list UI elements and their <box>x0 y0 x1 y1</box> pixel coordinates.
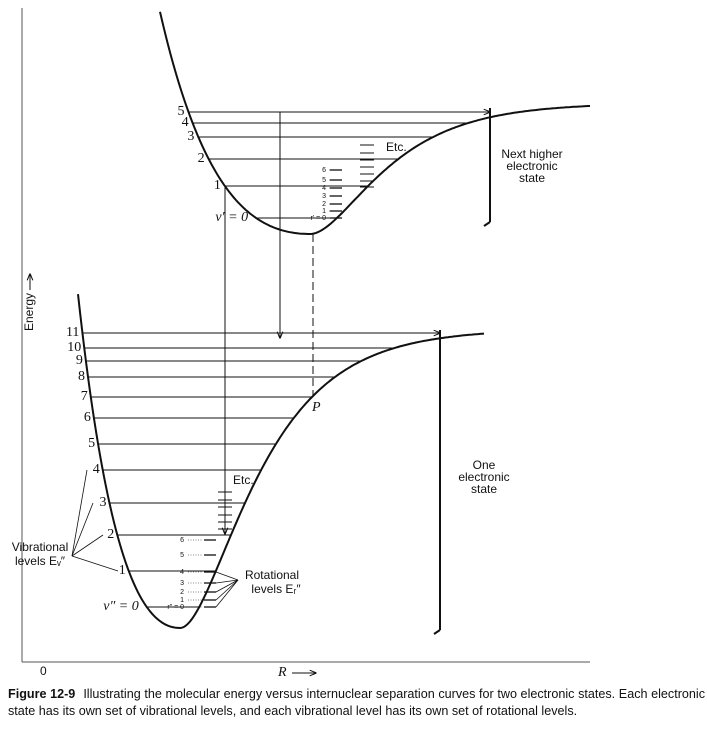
level-label: 11 <box>66 325 79 340</box>
rotational-label: 6 <box>322 167 326 174</box>
level-label: 5 <box>178 104 185 119</box>
rotational-label: 5 <box>322 177 326 184</box>
rotational-label: 6 <box>180 537 184 544</box>
level-label: 8 <box>78 369 85 384</box>
state-bar <box>433 629 441 635</box>
rotational-label: 3 <box>322 193 326 200</box>
annotation: levels Eᵥ″ <box>15 554 66 568</box>
level-label: 6 <box>84 410 91 425</box>
origin-label: 0 <box>40 664 47 678</box>
upper-potential-curve <box>159 11 590 235</box>
annotation-leader <box>215 579 239 601</box>
annotation-leader <box>71 502 94 557</box>
rotational-label: 1 <box>180 597 184 604</box>
annotation-leader <box>215 579 239 584</box>
rotational-label: 1 <box>322 208 326 215</box>
rotational-label: 4 <box>322 185 326 192</box>
level-label: 3 <box>187 129 194 144</box>
state-label: One <box>473 458 496 472</box>
annotation-leader <box>215 579 239 593</box>
caption: Figure 12-9 Illustrating the molecular en… <box>8 686 705 720</box>
annotation-leader <box>215 579 239 608</box>
level-label: 2 <box>198 151 205 166</box>
y-axis-label: Energy <box>22 293 36 331</box>
rotational-label: r′ = 0 <box>310 215 326 222</box>
level-label: 4 <box>182 115 189 130</box>
state-label: state <box>519 171 545 185</box>
level-label: 4 <box>93 462 100 477</box>
rotational-label: 5 <box>180 552 184 559</box>
level-label: 5 <box>88 436 95 451</box>
etc-label: Etc. <box>386 140 407 154</box>
annotation-leader <box>71 469 88 557</box>
lower-potential-curve <box>77 293 485 630</box>
level-label: 9 <box>76 353 83 368</box>
annotation: levels Eᵣ″ <box>251 582 301 596</box>
figure-number: Figure 12-9 <box>8 687 76 701</box>
x-axis-label: R <box>277 665 287 680</box>
point-label: P <box>311 400 321 415</box>
rotational-label: 3 <box>180 580 184 587</box>
level-label: 1 <box>214 178 221 193</box>
caption-text: Illustrating the molecular energy versus… <box>8 687 706 718</box>
level-label: 3 <box>99 495 106 510</box>
state-label: electronic <box>458 470 509 484</box>
ground-level-label: v′ = 0 <box>215 210 248 225</box>
annotation-leader <box>71 555 119 572</box>
rotational-label: 2 <box>180 589 184 596</box>
level-label: 7 <box>81 389 88 404</box>
rotational-label: 2 <box>322 201 326 208</box>
state-label: electronic <box>506 159 557 173</box>
annotation: Vibrational <box>12 540 68 554</box>
level-label: 1 <box>119 563 126 578</box>
level-label: 2 <box>107 527 114 542</box>
state-label: Next higher <box>501 147 562 161</box>
rotational-label: 4 <box>180 569 184 576</box>
level-label: 10 <box>67 340 81 355</box>
rotational-label: r″ = 0 <box>167 604 184 611</box>
annotation: Rotational <box>245 568 299 582</box>
annotation-leader <box>215 571 239 581</box>
ground-level-label: v″ = 0 <box>103 599 139 614</box>
etc-label: Etc. <box>233 473 254 487</box>
annotation-leader <box>71 534 104 557</box>
state-bar <box>483 221 491 227</box>
state-label: state <box>471 482 497 496</box>
